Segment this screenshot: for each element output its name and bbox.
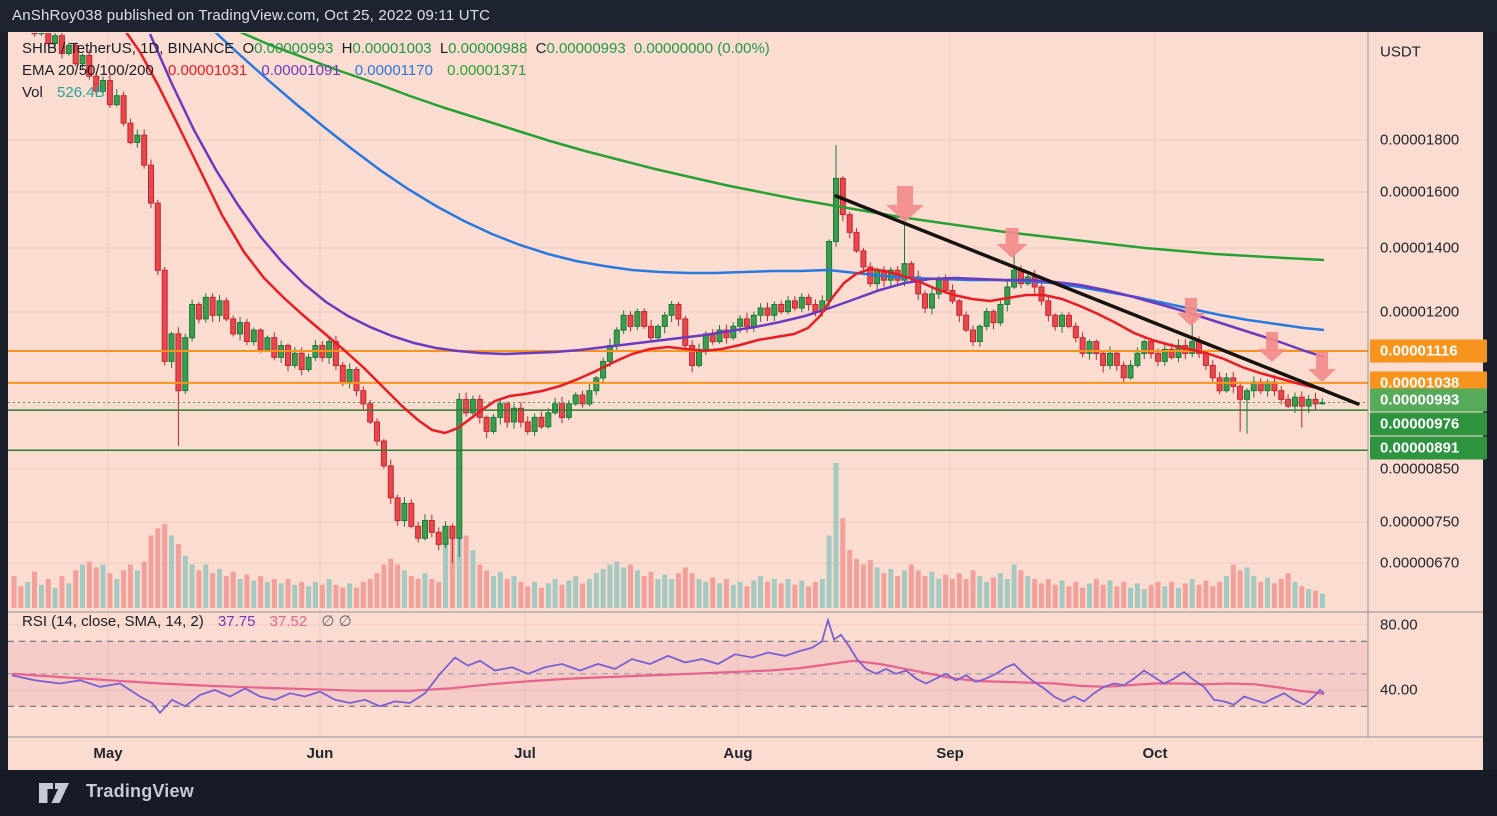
volume-legend-row: Vol 526.4B — [22, 82, 770, 104]
ema100-value: 0.00001170 — [354, 62, 433, 79]
tradingview-brand-text[interactable]: TradingView — [86, 781, 194, 801]
low-value: 0.00000988 — [448, 40, 528, 57]
price-axis-tick-label[interactable]: 0.00001200 — [1380, 303, 1460, 321]
price-axis-tick-label[interactable]: 0.00000750 — [1380, 513, 1460, 531]
header-bar: AnShRoy038 published on TradingView.com,… — [0, 0, 1497, 32]
price-axis-tick-label[interactable]: 40.00 — [1380, 681, 1418, 699]
symbol-title[interactable]: SHIB / TetherUS, 1D, BINANCE — [22, 40, 235, 57]
down-arrow-icon — [1177, 298, 1205, 326]
ema-label[interactable]: EMA 20/50/100/200 — [22, 62, 154, 79]
high-value: 0.00001003 — [352, 40, 432, 57]
time-axis-label[interactable]: Jul — [514, 745, 536, 762]
ema20-value: 0.00001031 — [167, 62, 248, 79]
ema20-line — [125, 33, 1325, 435]
close-prefix: C — [535, 40, 547, 57]
ema50-value: 0.00001091 — [261, 62, 341, 79]
price-axis-tick-label[interactable]: 0.00001800 — [1380, 131, 1460, 149]
price-axis-tick-label[interactable]: 0.00001400 — [1380, 239, 1460, 257]
time-axis-label[interactable]: May — [93, 745, 123, 762]
horizontal-price-lines — [8, 350, 1368, 452]
rsi-value: 37.75 — [217, 613, 256, 630]
rsi-label[interactable]: RSI (14, close, SMA, 14, 2) — [22, 613, 204, 630]
ema-legend-row: EMA 20/50/100/200 0.00001031 0.00001091 … — [22, 60, 770, 82]
time-axis-label[interactable]: Oct — [1142, 745, 1168, 762]
chart-area[interactable]: SHIB / TetherUS, 1D, BINANCE O0.00000993… — [8, 32, 1487, 770]
ema-lines — [125, 33, 1325, 435]
price-axis-tick-label[interactable]: 0.00000670 — [1380, 554, 1460, 572]
price-chart-svg[interactable] — [0, 0, 1497, 770]
change-value: 0.00000000 (0.00%) — [633, 40, 770, 57]
open-prefix: O — [242, 40, 255, 57]
rsi-null-values: ∅ ∅ — [321, 613, 352, 630]
ema200-line — [239, 33, 1325, 262]
price-line-label[interactable]: 0.00000891 — [1370, 436, 1487, 460]
down-arrow-icon — [886, 186, 924, 222]
rsi-legend: RSI (14, close, SMA, 14, 2) 37.75 37.52 … — [22, 612, 352, 630]
volume-label[interactable]: Vol — [22, 84, 43, 101]
high-prefix: H — [341, 40, 353, 57]
footer-bar: TradingView — [0, 770, 1497, 816]
low-prefix: L — [439, 40, 449, 57]
descending-trendline — [834, 194, 1360, 406]
down-arrow-annotations — [886, 186, 1336, 382]
price-line-label[interactable]: 0.00000976 — [1370, 412, 1487, 436]
open-value: 0.00000993 — [254, 40, 334, 57]
down-arrow-icon — [1258, 332, 1286, 362]
down-arrow-icon — [1308, 352, 1336, 382]
price-axis-tick-label[interactable]: 0.00001600 — [1380, 183, 1460, 201]
price-axis-currency-label: USDT — [1380, 43, 1421, 61]
close-value: 0.00000993 — [546, 40, 626, 57]
ema200-value: 0.00001371 — [447, 62, 527, 79]
time-axis-label[interactable]: Aug — [723, 745, 753, 762]
header-attribution-text: AnShRoy038 published on TradingView.com,… — [12, 7, 491, 24]
volume-bars — [11, 463, 1325, 609]
time-axis-label[interactable]: Sep — [936, 745, 964, 762]
down-arrow-icon — [996, 228, 1028, 258]
grid-vertical — [107, 32, 1156, 737]
symbol-legend-row-1: SHIB / TetherUS, 1D, BINANCE O0.00000993… — [22, 38, 770, 60]
tradingview-logo-icon[interactable] — [38, 781, 78, 810]
price-line-label[interactable]: 0.00001116 — [1370, 339, 1487, 363]
rsi-sma-value: 37.52 — [269, 613, 308, 630]
price-axis-tick-label[interactable]: 0.00000850 — [1380, 460, 1460, 478]
price-line-label[interactable]: 0.00000993 — [1370, 388, 1487, 412]
price-axis-tick-label[interactable]: 80.00 — [1380, 616, 1418, 634]
ema50-line — [148, 33, 1325, 359]
symbol-legend: SHIB / TetherUS, 1D, BINANCE O0.00000993… — [22, 38, 770, 104]
rsi-line — [11, 616, 1325, 715]
volume-value: 526.4B — [57, 84, 105, 101]
rsi-sma-line — [11, 659, 1325, 696]
time-axis-label[interactable]: Jun — [306, 745, 334, 762]
